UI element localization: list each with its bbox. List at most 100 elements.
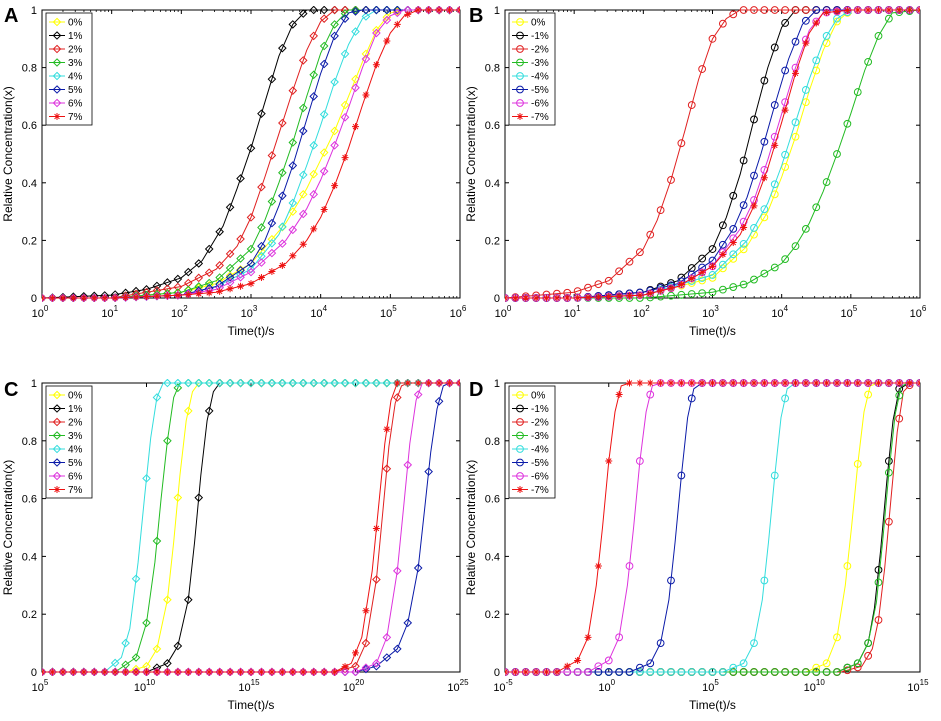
- legend-marker: [516, 458, 524, 467]
- data-point: [729, 254, 738, 263]
- data-point: [111, 294, 119, 302]
- data-point: [341, 154, 349, 162]
- data-point: [625, 562, 634, 570]
- data-point: [331, 182, 339, 190]
- data-point: [729, 283, 738, 291]
- x-tick-label: 105: [702, 678, 719, 694]
- data-point: [225, 202, 235, 212]
- data-point: [298, 56, 308, 65]
- data-point: [760, 576, 769, 585]
- data-point: [812, 19, 820, 27]
- legend-box: [45, 385, 93, 499]
- data-point: [646, 289, 654, 297]
- data-point: [446, 379, 454, 387]
- legend-entry: 6%: [49, 99, 83, 110]
- data-point: [122, 293, 130, 301]
- data-point: [351, 7, 360, 16]
- data-point: [319, 14, 329, 23]
- data-point: [781, 98, 790, 107]
- y-tick-label: 0.8: [22, 436, 37, 448]
- data-point: [392, 393, 402, 402]
- data-point: [687, 290, 696, 298]
- data-point: [687, 101, 696, 109]
- data-point: [372, 524, 380, 532]
- y-axis-label: Relative Concentration(x): [1, 86, 15, 221]
- data-point: [729, 379, 737, 387]
- data-point: [770, 471, 779, 480]
- data-point: [69, 293, 78, 302]
- data-point: [573, 668, 582, 676]
- data-point: [205, 289, 213, 297]
- data-point: [110, 293, 120, 302]
- data-point: [143, 668, 150, 676]
- legend-label: -5%: [531, 458, 549, 469]
- data-point: [298, 103, 308, 113]
- data-point: [854, 379, 862, 387]
- data-point: [174, 668, 182, 676]
- y-tick-label: 0: [494, 667, 500, 679]
- legend-entry: -7%: [512, 112, 549, 123]
- data-point: [822, 668, 831, 676]
- x-tick-label: 100: [598, 678, 615, 694]
- legend-marker: [52, 17, 62, 27]
- data-point: [352, 123, 359, 131]
- data-point: [760, 205, 769, 214]
- legend-marker: [516, 99, 524, 107]
- data-point: [163, 291, 172, 301]
- data-point: [895, 414, 904, 423]
- data-point: [247, 280, 255, 288]
- x-tick-label: 1020: [343, 678, 365, 694]
- data-point: [801, 16, 810, 25]
- x-tick-label: 106: [910, 304, 927, 320]
- legend-entry: 0%: [49, 391, 83, 402]
- data-point: [173, 274, 183, 284]
- legend-entry: -1%: [512, 404, 549, 415]
- data-point: [309, 6, 319, 15]
- data-point: [594, 562, 602, 570]
- y-tick-label: 1: [494, 378, 500, 390]
- data-point: [615, 267, 624, 276]
- data-point: [718, 221, 727, 230]
- data-point: [392, 566, 402, 576]
- data-point: [505, 294, 509, 302]
- data-point: [236, 234, 245, 244]
- data-point: [267, 218, 277, 228]
- plot-area: [504, 9, 921, 299]
- legend-marker: [516, 72, 524, 80]
- data-point: [916, 6, 920, 14]
- y-tick-label: 0.4: [22, 178, 37, 190]
- data-point: [812, 6, 821, 14]
- data-point: [226, 285, 234, 293]
- data-point: [215, 227, 224, 237]
- data-point: [309, 379, 319, 388]
- data-point: [553, 294, 561, 302]
- data-point: [278, 668, 286, 676]
- data-point: [677, 280, 685, 288]
- panel-letter: C: [4, 379, 18, 401]
- series-line: [42, 9, 460, 299]
- data-point: [833, 7, 841, 15]
- data-point: [739, 156, 748, 165]
- data-point: [635, 668, 644, 676]
- data-point: [626, 292, 633, 300]
- data-point: [543, 668, 550, 676]
- data-point: [760, 213, 769, 222]
- data-point: [874, 616, 883, 624]
- data-point: [372, 28, 381, 38]
- data-point: [584, 293, 592, 301]
- data-point: [708, 668, 717, 676]
- y-tick-label: 0.6: [22, 494, 37, 506]
- data-point: [42, 293, 47, 302]
- y-tick-label: 0.2: [485, 235, 500, 247]
- data-point: [626, 379, 633, 387]
- data-point: [781, 379, 789, 387]
- data-point: [833, 379, 841, 387]
- data-point: [667, 576, 675, 585]
- data-point: [204, 379, 214, 388]
- data-point: [455, 6, 460, 15]
- data-point: [163, 379, 172, 388]
- data-point: [729, 250, 738, 259]
- data-point: [605, 293, 613, 301]
- series-7%: [42, 379, 460, 676]
- data-point: [236, 667, 245, 676]
